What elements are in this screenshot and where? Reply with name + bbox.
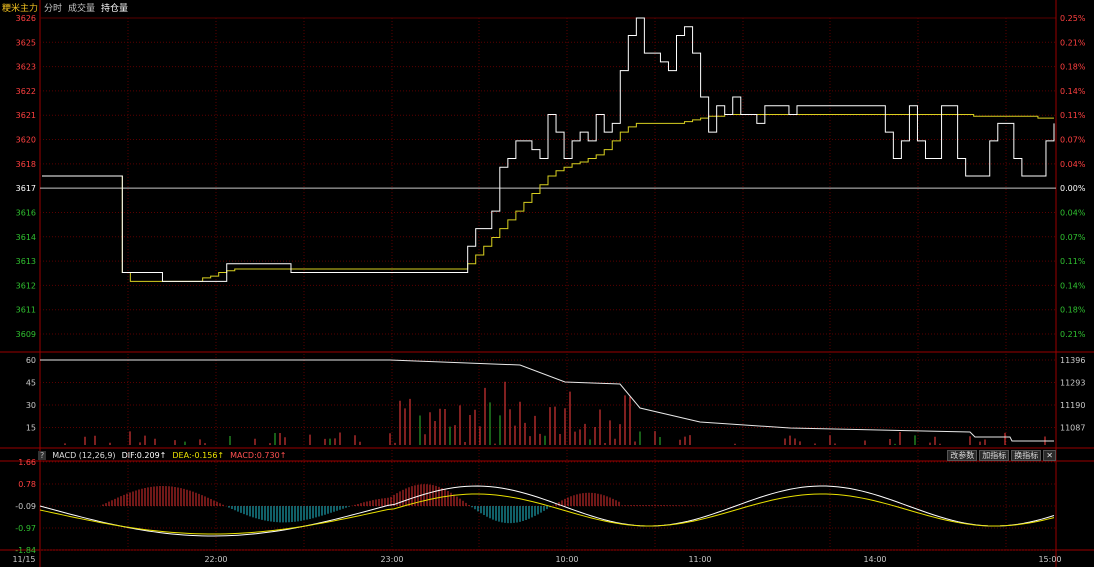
macd-dea: DEA:-0.156↑ — [172, 451, 225, 460]
time-tick-label: 11:00 — [688, 555, 711, 564]
macd-dif-line — [39, 485, 1055, 537]
percent-tick-label: 0.21% — [1060, 330, 1086, 339]
volume-tick-label: 15 — [26, 424, 36, 433]
price-tick-label: 3623 — [16, 63, 36, 72]
add-indicator-button[interactable]: 加指标 — [979, 450, 1010, 461]
tab-open-interest[interactable]: 持仓量 — [101, 4, 129, 14]
price-tick-label: 3618 — [16, 160, 36, 169]
contract-title[interactable]: 粳米主力 — [2, 4, 39, 14]
oi-tick-label: 11396 — [1060, 356, 1085, 365]
price-tick-label: 3617 — [16, 184, 36, 193]
macd-dea-line — [39, 493, 1055, 535]
macd-tick-label: -0.97 — [15, 524, 36, 533]
macd-value: MACD:0.730↑ — [230, 451, 287, 460]
macd-tick-label: 0.78 — [18, 480, 36, 489]
percent-tick-label: 0.07% — [1060, 233, 1086, 242]
volume-tick-label: 60 — [26, 356, 36, 365]
percent-tick-label: 0.25% — [1060, 14, 1086, 23]
time-tick-label: 22:00 — [204, 555, 227, 564]
close-icon[interactable]: ✕ — [1043, 450, 1056, 461]
oi-tick-label: 11087 — [1060, 424, 1085, 433]
tab-timeshare[interactable]: 分时 — [44, 4, 63, 14]
price-tick-label: 3626 — [16, 14, 36, 23]
macd-name: MACD (12,26,9) — [52, 451, 116, 460]
oi-tick-label: 11190 — [1060, 401, 1085, 410]
edit-params-button[interactable]: 改参数 — [947, 450, 978, 461]
volume-tick-label: 45 — [26, 379, 36, 388]
price-tick-label: 3616 — [16, 208, 36, 217]
price-tick-label: 3612 — [16, 281, 36, 290]
time-tick-label: 11/15 — [12, 555, 35, 564]
volume-tick-label: 30 — [26, 401, 36, 410]
tab-volume[interactable]: 成交量 — [68, 4, 96, 14]
average-price-line — [42, 114, 1054, 282]
percent-tick-label: 0.04% — [1060, 160, 1086, 169]
chart-frame — [39, 17, 1057, 551]
percent-tick-label: 0.14% — [1060, 281, 1086, 290]
price-tick-label: 3620 — [16, 136, 36, 145]
percent-tick-label: 0.00% — [1060, 184, 1086, 193]
macd-tick-label: -1.84 — [15, 546, 36, 555]
price-tick-label: 3621 — [16, 111, 36, 120]
chart-header: 粳米主力 分时 成交量 持仓量 — [2, 1, 128, 14]
macd-tick-label: -0.09 — [15, 502, 36, 511]
percent-tick-label: 0.18% — [1060, 306, 1086, 315]
price-tick-label: 3622 — [16, 87, 36, 96]
switch-indicator-button[interactable]: 换指标 — [1011, 450, 1042, 461]
price-line — [42, 17, 1055, 282]
macd-info-bar: ? MACD (12,26,9) DIF:0.209↑ DEA:-0.156↑ … — [38, 450, 1058, 461]
time-tick-label: 15:00 — [1038, 555, 1061, 564]
time-tick-label: 23:00 — [380, 555, 403, 564]
percent-tick-label: 0.07% — [1060, 136, 1086, 145]
macd-tick-label: 1.66 — [18, 458, 36, 467]
percent-tick-label: 0.11% — [1060, 111, 1086, 120]
price-tick-label: 3625 — [16, 38, 36, 47]
percent-tick-label: 0.14% — [1060, 87, 1086, 96]
time-tick-label: 10:00 — [555, 555, 578, 564]
percent-tick-label: 0.11% — [1060, 257, 1086, 266]
percent-tick-label: 0.18% — [1060, 63, 1086, 72]
percent-tick-label: 0.04% — [1060, 208, 1086, 217]
macd-dif: DIF:0.209↑ — [121, 451, 167, 460]
price-tick-label: 3611 — [16, 306, 36, 315]
help-icon[interactable]: ? — [38, 451, 47, 460]
macd-buttons: 改参数 加指标 换指标 ✕ — [947, 450, 1056, 461]
percent-tick-label: 0.21% — [1060, 38, 1086, 47]
price-tick-label: 3613 — [16, 257, 36, 266]
open-interest-line — [40, 359, 1054, 442]
price-tick-label: 3609 — [16, 330, 36, 339]
price-tick-label: 3614 — [16, 233, 36, 242]
oi-tick-label: 11293 — [1060, 379, 1085, 388]
time-tick-label: 14:00 — [863, 555, 886, 564]
